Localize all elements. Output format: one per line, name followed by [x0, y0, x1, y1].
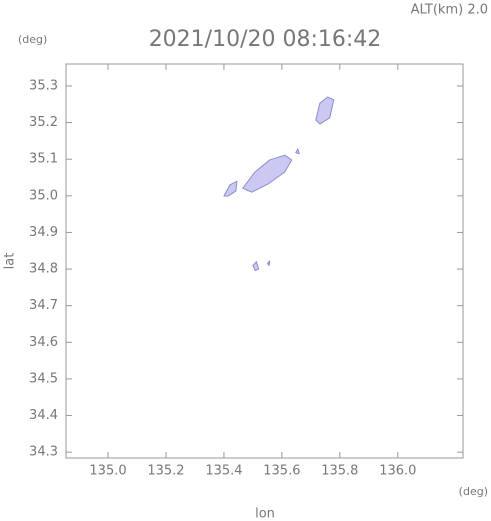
altitude-label: ALT(km) 2.0: [411, 3, 488, 18]
x-tick-label: 135.6: [263, 464, 300, 479]
x-axis-label: lon: [255, 507, 275, 521]
y-tick-label: 35.0: [29, 188, 58, 203]
echo: [223, 180, 238, 197]
y-tick-label: 34.5: [29, 371, 58, 386]
y-tick-label: 34.8: [29, 262, 58, 277]
x-tick-label: 135.8: [321, 464, 358, 479]
echo: [295, 148, 300, 155]
y-tick-label: 35.3: [29, 78, 58, 93]
x-tick-label: 135.2: [147, 464, 184, 479]
x-tick-label: 136.0: [379, 464, 416, 479]
chart-title: 2021/10/20 08:16:42: [149, 27, 382, 52]
echo: [242, 154, 293, 193]
y-tick-label: 34.3: [29, 445, 58, 460]
x-tick-label: 135.4: [205, 464, 242, 479]
y-unit: (deg): [18, 33, 47, 46]
y-tick-label: 34.4: [29, 408, 58, 423]
y-tick-label: 35.1: [29, 152, 58, 167]
x-unit: (deg): [459, 485, 488, 498]
y-axis-label: lat: [3, 253, 18, 270]
plot-frame: [65, 63, 464, 459]
y-tick-label: 34.9: [29, 225, 58, 240]
echo: [252, 261, 260, 272]
y-tick-label: 34.6: [29, 335, 58, 350]
echo: [266, 260, 271, 266]
echo: [315, 96, 335, 125]
y-tick-label: 34.7: [29, 298, 58, 313]
y-tick-label: 35.2: [29, 115, 58, 130]
x-tick-label: 135.0: [89, 464, 126, 479]
